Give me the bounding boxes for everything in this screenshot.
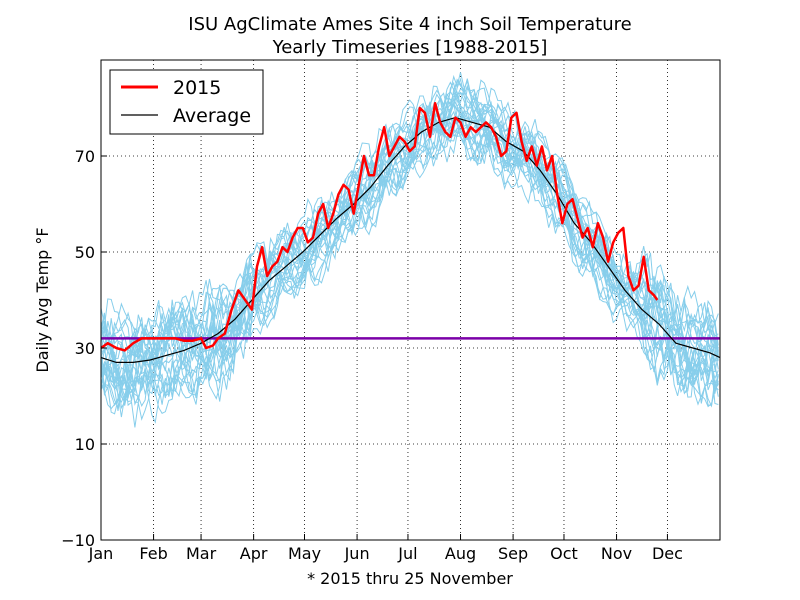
chart-subtitle: Yearly Timeseries [1988-2015] xyxy=(272,37,548,58)
y-tick-label: 30 xyxy=(75,339,95,358)
y-tick-label: −10 xyxy=(61,531,95,550)
x-tick-label: Dec xyxy=(652,544,683,563)
legend-label-2015: 2015 xyxy=(173,77,221,99)
plot-area xyxy=(100,59,721,541)
axis-ticks: Jan Feb Mar Apr May Jun Jul Aug Sep Oct Nov Dec −10 1… xyxy=(61,147,683,563)
x-tick-label: Sep xyxy=(498,544,528,563)
background-year-line xyxy=(100,97,719,398)
x-tick-label: Feb xyxy=(139,544,167,563)
y-tick-label: 50 xyxy=(75,243,95,262)
x-tick-label: Nov xyxy=(601,544,632,563)
x-tick-label: Apr xyxy=(240,544,268,563)
background-year-line xyxy=(100,101,719,398)
y-axis-label: Daily Avg Temp °F xyxy=(33,227,52,372)
series-2015-line xyxy=(100,101,659,352)
background-year-line xyxy=(100,101,719,399)
x-tick-label: Mar xyxy=(186,544,217,563)
background-year-line xyxy=(100,87,719,385)
x-tick-label: Jul xyxy=(397,544,417,563)
y-tick-label: 70 xyxy=(75,147,95,166)
chart-title: ISU AgClimate Ames Site 4 inch Soil Temp… xyxy=(188,14,631,35)
legend: 2015 Average xyxy=(109,69,264,135)
x-tick-label: Jan xyxy=(88,544,114,563)
background-year-line xyxy=(100,90,719,409)
plot-frame xyxy=(100,59,721,541)
series-layer xyxy=(100,101,721,363)
x-tick-label: Oct xyxy=(550,544,578,563)
x-tick-label: Aug xyxy=(445,544,476,563)
x-tick-label: May xyxy=(288,544,321,563)
x-axis-label: * 2015 thru 25 November xyxy=(307,569,513,588)
x-tick-label: Jun xyxy=(344,544,370,563)
background-years-series xyxy=(100,72,719,428)
legend-label-average: Average xyxy=(173,105,251,127)
y-tick-label: 10 xyxy=(75,435,95,454)
legend-box xyxy=(109,69,264,135)
